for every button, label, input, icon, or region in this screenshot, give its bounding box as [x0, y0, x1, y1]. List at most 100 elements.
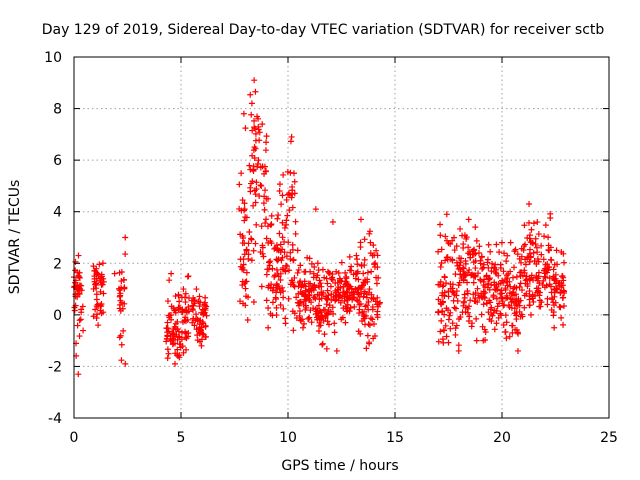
data-point-marker — [164, 333, 171, 340]
data-point-marker — [360, 312, 367, 319]
data-point-marker — [503, 258, 510, 265]
data-point-marker — [258, 223, 265, 230]
data-point-marker — [510, 274, 517, 281]
data-point-marker — [478, 254, 485, 261]
data-point-marker — [91, 275, 98, 282]
data-point-marker — [303, 304, 310, 311]
y-tick-label: 10 — [44, 50, 62, 66]
data-point-marker — [346, 308, 353, 315]
data-point-marker — [292, 230, 299, 237]
data-point-marker — [164, 355, 171, 362]
x-tick-label: 0 — [70, 430, 79, 446]
data-point-marker — [250, 247, 257, 254]
data-point-marker — [534, 219, 541, 226]
data-point-marker — [302, 283, 309, 290]
data-point-marker — [276, 181, 283, 188]
data-point-marker — [538, 242, 545, 249]
data-point-marker — [262, 220, 269, 227]
data-point-marker — [526, 258, 533, 265]
data-point-marker — [259, 244, 266, 251]
data-point-marker — [337, 277, 344, 284]
data-point-marker — [280, 171, 287, 178]
data-point-marker — [515, 330, 522, 337]
data-point-marker — [331, 329, 338, 336]
data-point-marker — [357, 216, 364, 223]
data-point-marker — [325, 269, 332, 276]
data-point-marker — [486, 316, 493, 323]
data-point-marker — [305, 315, 312, 322]
data-point-marker — [361, 262, 368, 269]
data-point-marker — [472, 265, 479, 272]
data-point-marker — [267, 222, 274, 229]
data-point-marker — [175, 328, 182, 335]
data-point-marker — [357, 300, 364, 307]
data-point-marker — [261, 206, 268, 213]
data-point-marker — [465, 244, 472, 251]
data-point-marker — [536, 303, 543, 310]
data-point-marker — [76, 333, 83, 340]
data-point-marker — [557, 290, 564, 297]
data-point-marker — [327, 283, 334, 290]
data-point-marker — [256, 129, 263, 136]
data-point-marker — [315, 302, 322, 309]
data-point-marker — [239, 278, 246, 285]
data-point-marker — [369, 303, 376, 310]
data-point-marker — [291, 190, 298, 197]
data-point-marker — [500, 279, 507, 286]
data-point-marker — [271, 272, 278, 279]
data-point-marker — [360, 293, 367, 300]
data-point-marker — [301, 320, 308, 327]
data-point-marker — [506, 289, 513, 296]
data-point-marker — [290, 282, 297, 289]
data-point-marker — [324, 311, 331, 318]
data-point-marker — [550, 273, 557, 280]
data-point-marker — [98, 310, 105, 317]
data-point-marker — [176, 340, 183, 347]
data-point-marker — [324, 310, 331, 317]
data-point-marker — [509, 289, 516, 296]
data-point-marker — [333, 268, 340, 275]
data-point-marker — [247, 91, 254, 98]
data-point-marker — [258, 182, 265, 189]
data-point-marker — [182, 294, 189, 301]
data-point-marker — [267, 258, 274, 265]
data-point-marker — [196, 293, 203, 300]
data-point-marker — [298, 284, 305, 291]
data-point-marker — [457, 313, 464, 320]
data-point-marker — [518, 287, 525, 294]
data-point-marker — [522, 256, 529, 263]
data-point-marker — [445, 339, 452, 346]
data-point-marker — [366, 286, 373, 293]
data-point-marker — [533, 244, 540, 251]
data-point-marker — [250, 163, 257, 170]
data-point-marker — [307, 268, 314, 275]
data-point-marker — [77, 316, 84, 323]
data-point-marker — [362, 303, 369, 310]
data-point-marker — [324, 295, 331, 302]
data-point-marker — [288, 133, 295, 140]
data-point-marker — [560, 287, 567, 294]
data-point-marker — [319, 340, 326, 347]
data-point-marker — [513, 284, 520, 291]
data-point-marker — [521, 304, 528, 311]
data-point-marker — [263, 216, 270, 223]
data-point-marker — [457, 259, 464, 266]
data-point-marker — [364, 269, 371, 276]
data-point-marker — [373, 247, 380, 254]
data-point-marker — [293, 314, 300, 321]
data-point-marker — [268, 221, 275, 228]
data-point-marker — [461, 294, 468, 301]
data-point-marker — [493, 241, 500, 248]
data-point-marker — [356, 284, 363, 291]
data-point-marker — [503, 335, 510, 342]
x-tick-labels: 0 5 10 15 20 25 — [70, 430, 618, 446]
data-point-marker — [253, 221, 260, 228]
data-point-marker — [172, 307, 179, 314]
data-point-marker — [240, 256, 247, 263]
data-point-marker — [517, 297, 524, 304]
data-point-marker — [441, 273, 448, 280]
data-point-marker — [359, 308, 366, 315]
data-point-marker — [491, 326, 498, 333]
data-point-marker — [371, 320, 378, 327]
data-point-marker — [297, 262, 304, 269]
